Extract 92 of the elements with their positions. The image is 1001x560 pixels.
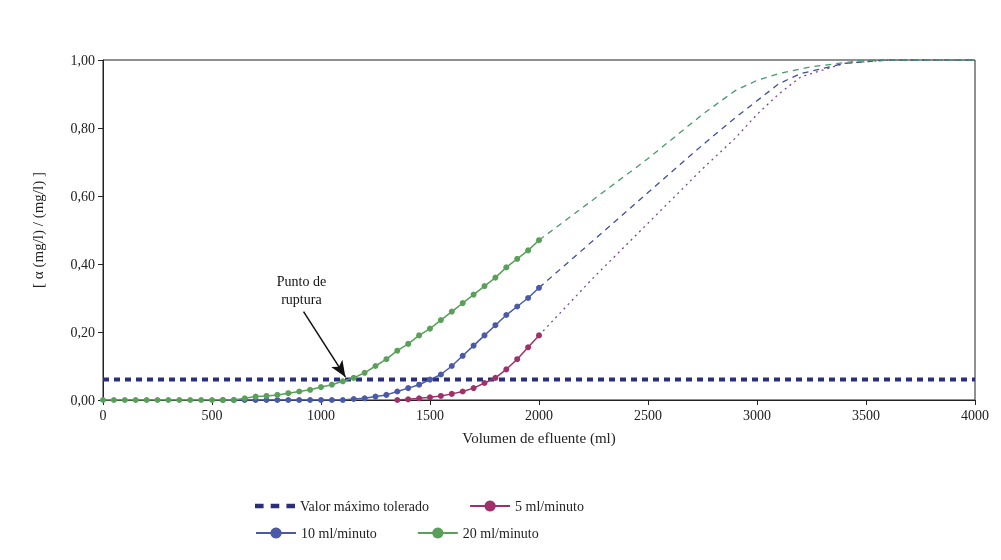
point: [372, 363, 379, 369]
x-tick-label: 3500: [852, 407, 880, 423]
x-tick-label: 1000: [307, 407, 335, 423]
legend-label: Valor máximo tolerado: [300, 498, 430, 514]
y-tick-label: 0,40: [70, 256, 95, 272]
point: [492, 374, 499, 381]
point: [416, 395, 423, 402]
point: [132, 397, 139, 403]
point: [448, 390, 455, 397]
legend-label: 20 ml/minuto: [462, 525, 539, 541]
point: [448, 363, 455, 369]
point: [525, 344, 532, 351]
point: [328, 381, 335, 388]
point: [361, 395, 368, 402]
point: [121, 397, 128, 403]
point: [492, 322, 499, 329]
point: [427, 376, 433, 383]
x-axis-title: Volumen de efluente (ml): [462, 429, 616, 447]
point: [514, 303, 521, 310]
point: [448, 308, 455, 315]
point: [176, 397, 183, 403]
x-tick-label: 3000: [743, 407, 771, 423]
point: [503, 366, 510, 373]
x-tick-label: 0: [99, 407, 107, 423]
point: [198, 397, 205, 403]
y-tick-label: 0,60: [70, 188, 95, 204]
point: [154, 397, 161, 403]
point: [481, 380, 488, 386]
point: [427, 325, 433, 332]
legend-label: 10 ml/minuto: [301, 525, 377, 541]
point: [405, 340, 412, 347]
point: [350, 374, 357, 381]
point: [492, 274, 499, 281]
point: [296, 388, 303, 395]
point: [427, 394, 433, 401]
point: [361, 369, 368, 376]
y-tick-label: 0,80: [70, 120, 95, 136]
point: [503, 264, 510, 271]
point: [307, 386, 314, 393]
y-tick-label: 1,00: [70, 52, 95, 68]
x-tick-label: 500: [201, 407, 223, 423]
point: [405, 396, 412, 403]
point: [536, 332, 542, 339]
point: [372, 393, 379, 400]
point: [536, 237, 542, 244]
point: [187, 397, 194, 403]
point: [437, 371, 444, 378]
point: [405, 385, 412, 392]
point: [110, 397, 117, 403]
point: [307, 397, 314, 403]
x-tick-label: 2000: [525, 407, 553, 423]
point: [383, 356, 390, 363]
point: [318, 384, 324, 391]
point: [470, 385, 477, 392]
point: [525, 247, 532, 254]
point: [470, 291, 477, 298]
x-tick-label: 2500: [634, 407, 662, 423]
point: [383, 391, 390, 398]
point: [339, 378, 346, 385]
y-tick-label: 0,00: [70, 392, 95, 408]
point: [416, 381, 423, 388]
point: [394, 397, 401, 403]
point: [437, 317, 444, 324]
point: [296, 397, 303, 403]
y-tick-label: 0,20: [70, 324, 95, 340]
x-tick-label: 1500: [416, 407, 444, 423]
point: [274, 391, 281, 398]
point: [143, 397, 150, 403]
point: [470, 342, 477, 349]
point: [416, 332, 423, 339]
point: [285, 390, 292, 397]
point: [285, 397, 292, 403]
point: [514, 356, 521, 363]
point: [459, 352, 466, 359]
point: [481, 283, 488, 290]
point: [525, 295, 532, 301]
legend-label: 5 ml/minuto: [515, 498, 584, 514]
point: [437, 392, 444, 399]
point: [339, 397, 346, 403]
point: [536, 284, 542, 291]
point: [394, 347, 401, 354]
point: [252, 393, 259, 400]
point: [328, 397, 335, 403]
y-axis-title: [ α (mg/l) / (mg/l) ]: [29, 172, 47, 288]
point: [459, 300, 466, 307]
annotation: Punto de ruptura: [276, 273, 327, 307]
point: [263, 392, 270, 399]
point: [350, 395, 357, 402]
point: [514, 255, 521, 262]
point: [503, 312, 510, 318]
point: [165, 397, 172, 403]
x-tick-label: 4000: [961, 407, 989, 423]
